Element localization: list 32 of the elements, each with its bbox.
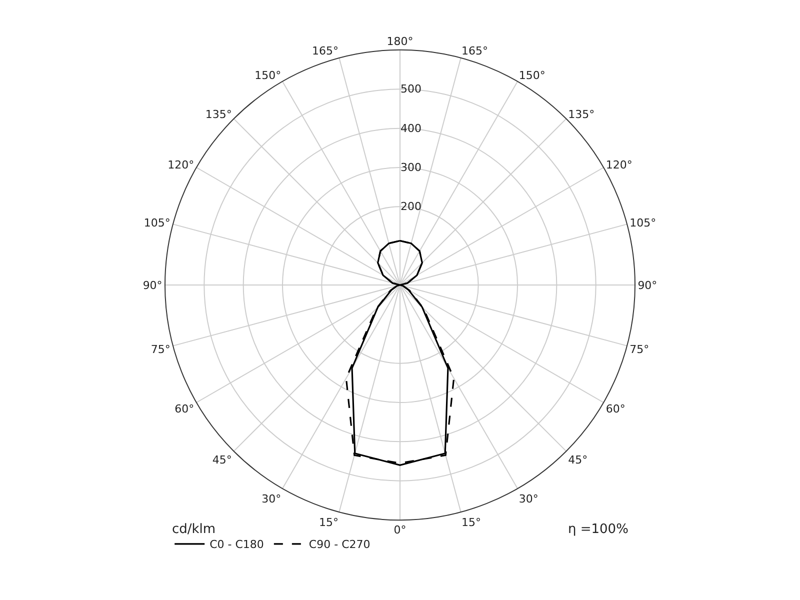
y-tick-label: 300 (400, 161, 422, 174)
spoke-label: 30° (262, 492, 282, 506)
spoke-label: 0° (394, 524, 406, 537)
spoke-label: 15° (462, 516, 482, 530)
y-tick-label: 200 (400, 200, 422, 214)
spoke-label: 60° (174, 402, 194, 416)
spoke-label: 75° (630, 343, 650, 356)
y-tick-label: 500 (400, 82, 422, 96)
spoke-label: 180° (386, 35, 414, 48)
spoke-label: 45° (568, 454, 588, 467)
spoke-label: 150° (254, 69, 282, 82)
legend-label: C0 - C180 (210, 538, 264, 552)
spoke-label: 135° (568, 108, 595, 122)
spoke-label: 105° (630, 216, 656, 230)
spoke-label: 120° (168, 158, 194, 172)
spoke-label: 60° (606, 402, 626, 416)
spoke-label: 165° (312, 44, 338, 58)
spoke-label: 120° (606, 158, 632, 172)
spoke-label: 30° (518, 492, 538, 506)
spoke-label: 90° (142, 278, 162, 292)
spoke-label: 105° (144, 216, 170, 230)
spoke-label: 90° (638, 278, 658, 292)
y-tick-label: 400 (400, 122, 422, 135)
text: cd/klm (172, 522, 216, 537)
spoke-label: 165° (462, 44, 488, 58)
spoke-label: 135° (205, 108, 232, 122)
spoke-label: 150° (518, 69, 546, 82)
text: η =100% (568, 522, 628, 537)
spoke-label: 75° (150, 343, 170, 356)
spoke-label: 45° (212, 454, 232, 467)
spoke-label: 15° (318, 516, 338, 530)
legend-label: C90 - C270 (308, 538, 370, 552)
